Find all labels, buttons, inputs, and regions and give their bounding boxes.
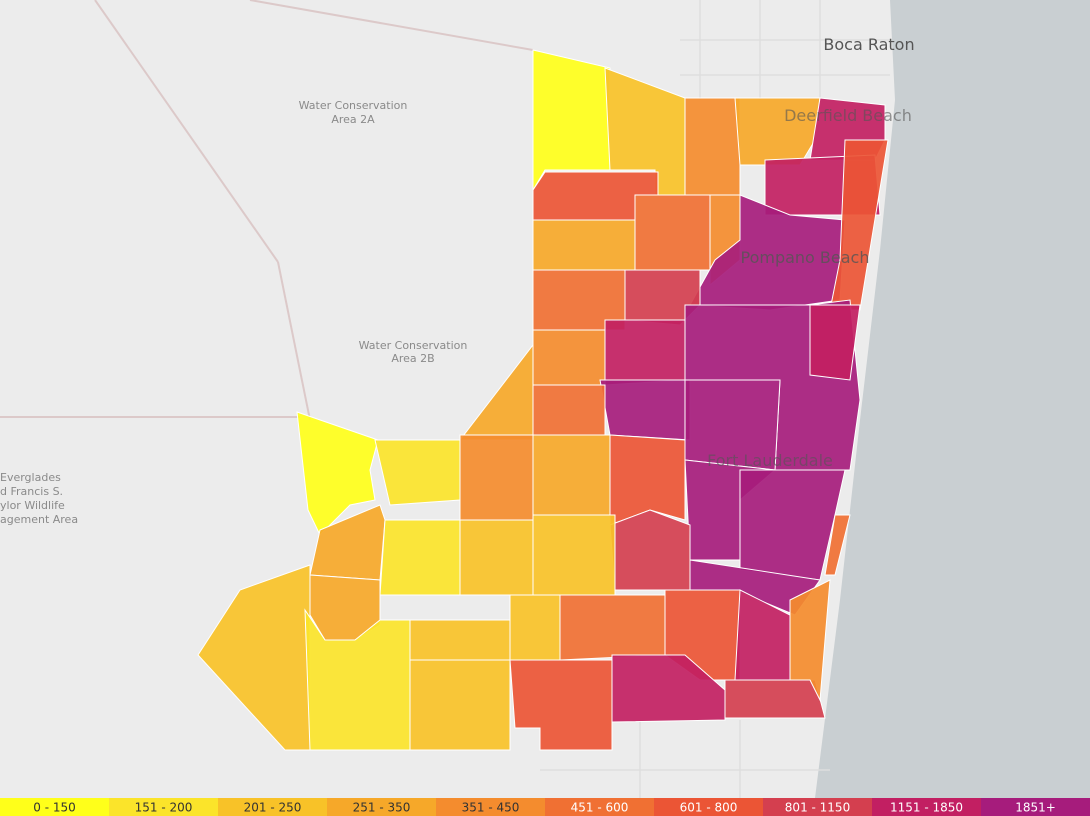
region	[532, 49, 611, 192]
area-label: Everglades	[0, 471, 61, 484]
region	[459, 434, 534, 521]
area-label: Area 2A	[331, 113, 375, 126]
legend-swatch	[545, 798, 655, 816]
region	[379, 519, 461, 596]
legend-swatch	[872, 798, 982, 816]
ocean	[815, 0, 1090, 798]
roads	[0, 0, 534, 421]
legend-swatch	[763, 798, 873, 816]
region	[739, 469, 846, 581]
region	[304, 608, 411, 751]
legend-label: 201 - 250	[244, 801, 302, 815]
area-label: Area 2B	[391, 352, 434, 365]
region	[532, 384, 606, 436]
city-label: Pompano Beach	[741, 248, 870, 267]
legend: 0 - 150 151 - 200 201 - 250 251 - 350 351 - …	[0, 798, 1090, 816]
region	[809, 304, 861, 381]
legend-swatch	[436, 798, 546, 816]
city-label: Deerfield Beach	[784, 106, 912, 125]
region	[459, 519, 534, 596]
city-label: Fort Lauderdale	[707, 451, 833, 470]
region	[634, 194, 711, 271]
region	[734, 97, 821, 166]
legend-label: 1151 - 1850	[890, 801, 963, 815]
region	[409, 659, 511, 751]
region	[824, 514, 851, 576]
road	[277, 261, 311, 421]
legend-label: 451 - 600	[571, 801, 629, 815]
region	[789, 579, 831, 702]
area-label: Water Conservation	[359, 339, 468, 352]
region	[599, 379, 691, 441]
region	[609, 434, 686, 526]
legend-label: 601 - 800	[680, 801, 738, 815]
legend-swatch	[218, 798, 328, 816]
region	[409, 619, 511, 661]
legend-label: 1851+	[1015, 801, 1056, 815]
region	[604, 319, 686, 386]
area-label: ylor Wildlife	[0, 499, 65, 512]
regions	[197, 49, 889, 751]
region	[532, 514, 616, 596]
region	[532, 219, 636, 271]
legend-label: 351 - 450	[462, 801, 520, 815]
legend-swatch	[0, 798, 110, 816]
legend-swatch	[654, 798, 764, 816]
legend-label: 801 - 1150	[785, 801, 850, 815]
legend-swatch	[327, 798, 437, 816]
legend-label: 251 - 350	[353, 801, 411, 815]
legend-label: 0 - 150	[33, 801, 76, 815]
area-label: agement Area	[0, 513, 78, 526]
legend-swatch	[109, 798, 219, 816]
street-grid	[540, 0, 890, 798]
road	[249, 0, 534, 51]
region	[684, 97, 741, 196]
legend-label: 151 - 200	[135, 801, 193, 815]
legend-swatch	[981, 798, 1090, 816]
area-label: Water Conservation	[299, 99, 408, 112]
city-label: Boca Raton	[823, 35, 914, 54]
region	[724, 679, 826, 719]
region	[532, 329, 606, 386]
region	[609, 509, 691, 591]
region	[509, 594, 561, 661]
region	[532, 434, 611, 516]
area-label: d Francis S.	[0, 485, 63, 498]
region	[374, 439, 461, 506]
region	[559, 594, 666, 661]
road	[94, 0, 279, 263]
